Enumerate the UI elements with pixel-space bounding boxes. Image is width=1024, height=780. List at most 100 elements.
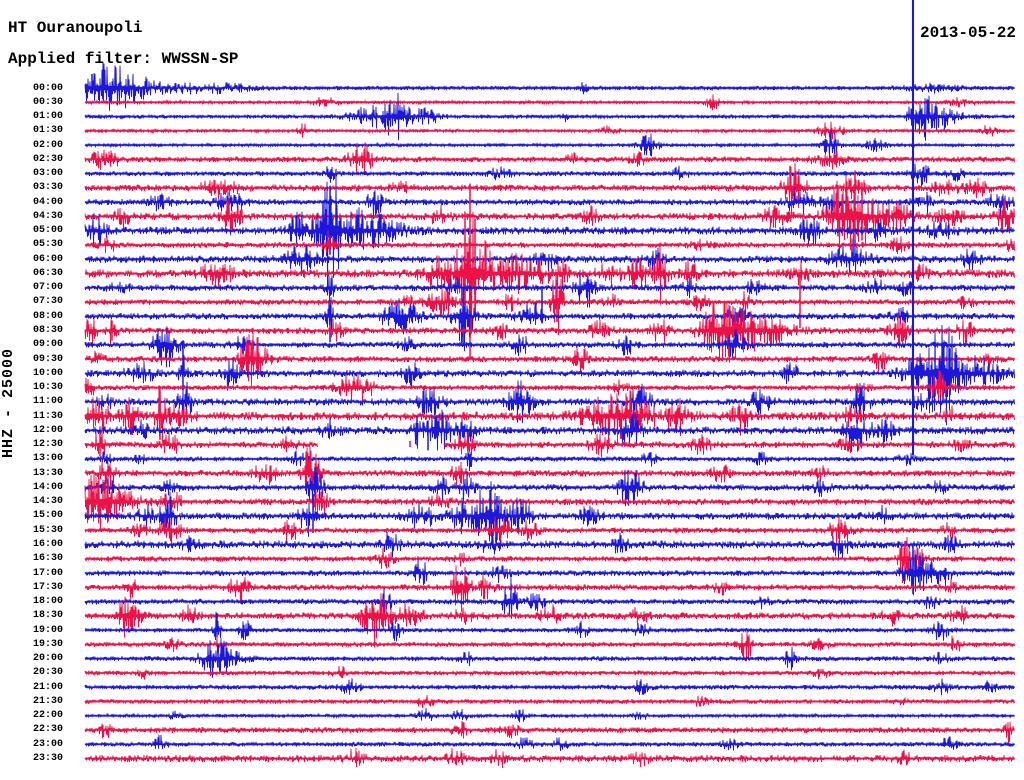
time-label: 08:30 bbox=[32, 325, 63, 337]
time-label: 04:00 bbox=[32, 196, 63, 208]
trace-row bbox=[84, 695, 1015, 708]
time-label: 21:00 bbox=[32, 681, 63, 693]
time-axis: 00:00 00:30 01:00 01:30 02:00 02:30 03:00 03:30… bbox=[0, 0, 63, 780]
time-label: 02:30 bbox=[32, 153, 63, 165]
trace-row bbox=[84, 665, 1015, 680]
trace-row bbox=[84, 269, 1015, 336]
date-label: 2013-05-22 bbox=[919, 24, 1016, 42]
trace-row bbox=[84, 565, 1015, 612]
trace-row bbox=[84, 163, 1015, 187]
time-label: 03:00 bbox=[32, 168, 63, 180]
time-label: 10:30 bbox=[32, 382, 63, 394]
trace-row bbox=[84, 230, 1015, 255]
trace-row bbox=[84, 678, 1015, 696]
trace-row bbox=[84, 481, 1015, 547]
time-label: 03:30 bbox=[32, 182, 63, 194]
trace-row bbox=[84, 577, 1015, 619]
time-label: 15:00 bbox=[32, 510, 63, 522]
time-label: 13:30 bbox=[32, 467, 63, 479]
trace-row bbox=[84, 129, 1015, 162]
trace-row bbox=[84, 611, 1015, 642]
trace-row bbox=[84, 734, 1015, 752]
trace-row bbox=[84, 720, 1015, 747]
time-label: 10:00 bbox=[32, 367, 63, 379]
trace-row bbox=[84, 326, 1015, 368]
time-label: 22:30 bbox=[32, 724, 63, 736]
time-label: 21:30 bbox=[32, 695, 63, 707]
trace-row bbox=[84, 92, 1015, 141]
time-label: 15:30 bbox=[32, 524, 63, 536]
time-label: 11:00 bbox=[32, 396, 63, 408]
time-label: 19:30 bbox=[32, 638, 63, 650]
trace-row bbox=[84, 531, 1015, 559]
trace-row bbox=[84, 121, 1015, 140]
time-label: 18:30 bbox=[32, 610, 63, 622]
time-label: 07:30 bbox=[32, 296, 63, 308]
trace-row bbox=[84, 380, 1015, 424]
trace-row bbox=[84, 536, 1015, 584]
time-label: 06:00 bbox=[32, 253, 63, 265]
time-label: 14:30 bbox=[32, 496, 63, 508]
time-label: 13:00 bbox=[32, 453, 63, 465]
trace-row bbox=[84, 211, 1015, 335]
time-label: 00:30 bbox=[32, 96, 63, 108]
time-label: 05:30 bbox=[32, 239, 63, 251]
trace-row bbox=[84, 638, 1015, 678]
trace-row bbox=[84, 187, 1015, 220]
time-label: 06:30 bbox=[32, 267, 63, 279]
time-label: 20:30 bbox=[32, 667, 63, 679]
trace-row bbox=[84, 448, 1015, 472]
time-label: 12:30 bbox=[32, 439, 63, 451]
time-label: 17:00 bbox=[32, 567, 63, 579]
time-label: 23:30 bbox=[32, 753, 63, 764]
trace-row bbox=[84, 747, 1015, 769]
trace-row bbox=[84, 707, 1015, 723]
time-label: 12:00 bbox=[32, 424, 63, 436]
time-label: 19:00 bbox=[32, 624, 63, 636]
time-label: 14:00 bbox=[32, 481, 63, 493]
trace-row bbox=[84, 269, 1015, 308]
trace-row bbox=[84, 409, 1015, 452]
time-label: 01:00 bbox=[32, 111, 63, 123]
trace-row bbox=[84, 62, 1015, 111]
time-label: 22:00 bbox=[32, 710, 63, 722]
trace-row bbox=[84, 94, 1015, 111]
station-title: HT Ouranoupoli bbox=[8, 19, 143, 37]
time-label: 05:00 bbox=[32, 225, 63, 237]
trace-row bbox=[84, 173, 1015, 292]
trace-row bbox=[84, 297, 1015, 352]
time-label: 01:30 bbox=[32, 125, 63, 137]
time-label: 18:00 bbox=[32, 596, 63, 608]
time-label: 17:30 bbox=[32, 581, 63, 593]
filter-label: Applied filter: WWSSN-SP bbox=[8, 50, 239, 68]
trace-row bbox=[84, 471, 1015, 531]
time-label: 23:00 bbox=[32, 738, 63, 750]
time-label: 11:30 bbox=[32, 410, 63, 422]
time-label: 04:30 bbox=[32, 210, 63, 222]
trace-row bbox=[84, 593, 1015, 648]
trace-row bbox=[84, 142, 1015, 175]
time-label: 00:00 bbox=[32, 82, 63, 94]
trace-row bbox=[84, 426, 1015, 458]
trace-row bbox=[84, 515, 1015, 550]
trace-row bbox=[84, 630, 1015, 662]
trace-row bbox=[84, 175, 1015, 260]
time-label: 16:00 bbox=[32, 539, 63, 550]
trace-row bbox=[84, 386, 1015, 445]
trace-row bbox=[84, 467, 1015, 507]
time-label: 02:00 bbox=[32, 139, 63, 151]
time-label: 16:30 bbox=[32, 553, 63, 565]
time-label: 07:00 bbox=[32, 282, 63, 294]
time-label: 08:00 bbox=[32, 310, 63, 322]
trace-row bbox=[84, 447, 1015, 491]
time-label: 09:00 bbox=[32, 339, 63, 351]
trace-row bbox=[84, 238, 1015, 276]
trace-row bbox=[84, 549, 1015, 596]
trace-row bbox=[84, 324, 1015, 426]
time-label: 20:00 bbox=[32, 653, 63, 665]
time-label: 09:30 bbox=[32, 353, 63, 365]
trace-row bbox=[84, 332, 1015, 387]
trace-row bbox=[84, 163, 1015, 216]
